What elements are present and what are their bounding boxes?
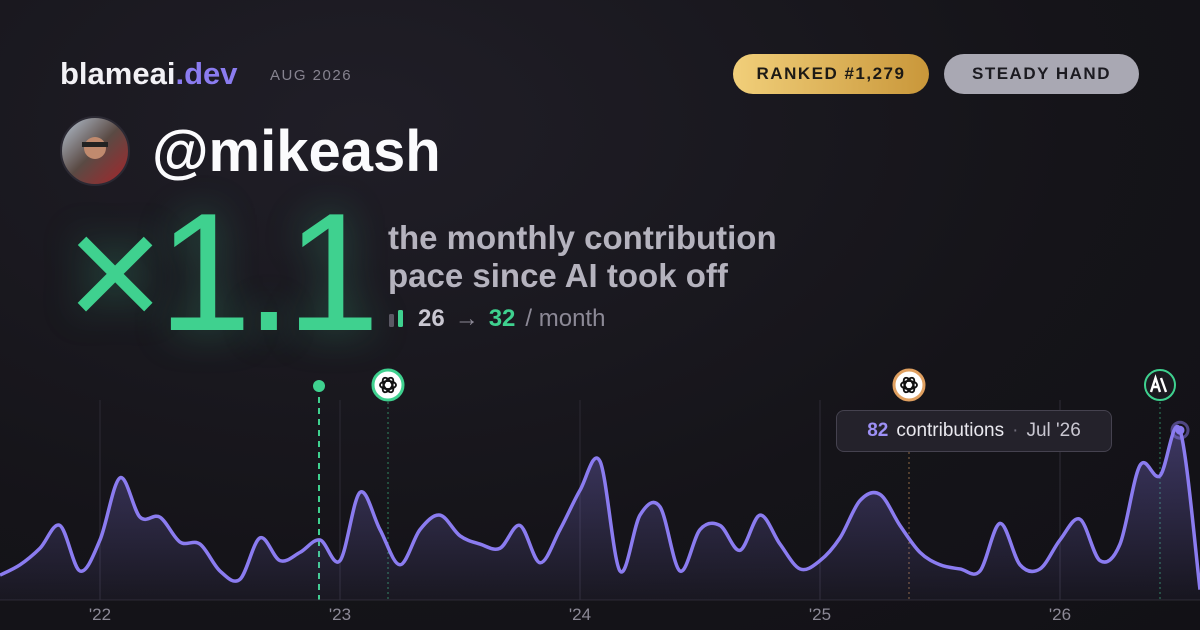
pace-arrow: → bbox=[454, 305, 479, 332]
highlight-point bbox=[1175, 425, 1185, 435]
openai-marker bbox=[371, 368, 405, 402]
rank-badge: RANKED #1,279 bbox=[733, 54, 929, 94]
event-dot bbox=[313, 380, 325, 392]
brand: blameai.dev bbox=[60, 56, 237, 92]
tooltip-separator: · bbox=[1012, 420, 1019, 441]
x-tick-label: '25 bbox=[809, 605, 831, 624]
period: AUG 2026 bbox=[270, 67, 353, 84]
multiplier: ×1.1 bbox=[66, 178, 380, 366]
pace-icon bbox=[389, 310, 403, 327]
area-fill bbox=[0, 426, 1200, 600]
avatar bbox=[60, 116, 130, 186]
anthropic-marker bbox=[1144, 369, 1176, 401]
title-badge: STEADY HAND bbox=[944, 54, 1139, 94]
chart: '22 '23 '24 '25 '26 bbox=[0, 368, 1200, 624]
pace-before: 26 bbox=[418, 305, 445, 332]
tooltip-label: contributions bbox=[896, 420, 1005, 441]
brand-tld: .dev bbox=[175, 56, 238, 91]
pace-stats: 26 → 32 / month bbox=[388, 305, 605, 333]
openai-marker bbox=[892, 368, 926, 402]
x-tick-label: '23 bbox=[329, 605, 351, 624]
tooltip-date: Jul '26 bbox=[1026, 420, 1081, 441]
line bbox=[0, 424, 1200, 590]
brand-name: blameai bbox=[60, 56, 176, 91]
x-tick-label: '26 bbox=[1049, 605, 1071, 624]
handle: @mikeash bbox=[152, 119, 441, 184]
description-line: pace since AI took off bbox=[388, 257, 728, 294]
pace-after: 32 bbox=[488, 305, 516, 332]
x-tick-label: '24 bbox=[569, 605, 591, 624]
tooltip: 82 contributions · Jul '26 bbox=[836, 410, 1112, 452]
x-tick-label: '22 bbox=[89, 605, 111, 624]
highlight-point bbox=[1170, 420, 1190, 440]
description-line: the monthly contribution bbox=[388, 219, 777, 256]
tooltip-value: 82 bbox=[867, 420, 889, 441]
pace-unit: / month bbox=[525, 305, 606, 332]
